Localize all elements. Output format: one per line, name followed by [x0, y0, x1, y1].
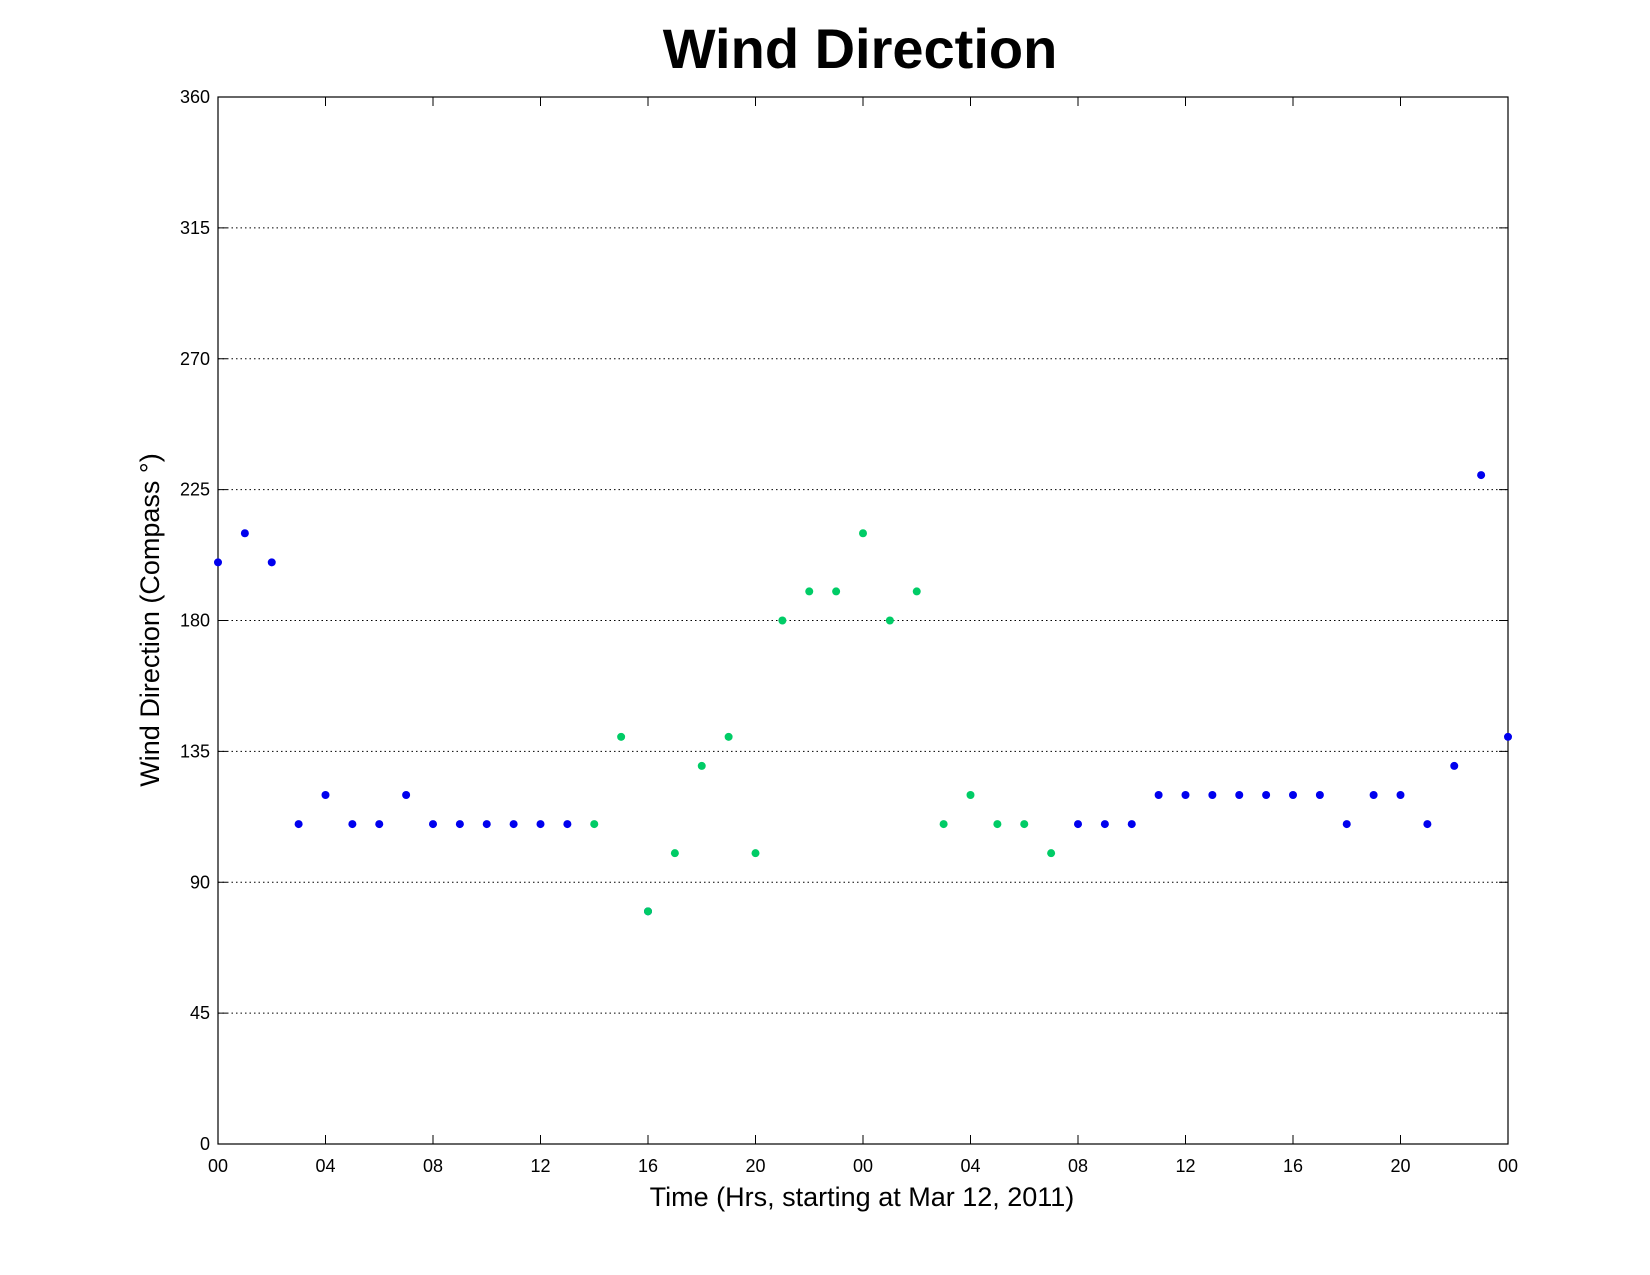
data-point [885, 616, 894, 625]
data-point [1342, 820, 1351, 829]
data-point [214, 558, 222, 567]
data-point [1315, 791, 1324, 799]
y-tick-label: 90 [190, 872, 210, 892]
data-point [1289, 791, 1297, 799]
data-point [1100, 820, 1109, 829]
data-point [455, 820, 464, 829]
data-point [536, 820, 545, 829]
x-tick-label: 16 [638, 1156, 658, 1176]
data-point [1423, 820, 1432, 829]
data-point [482, 820, 491, 829]
x-tick-label: 12 [1175, 1156, 1195, 1176]
data-point [563, 820, 572, 829]
data-point [1450, 761, 1459, 770]
data-point [912, 587, 921, 596]
data-point [993, 820, 1002, 829]
x-tick-label: 08 [1068, 1156, 1088, 1176]
y-tick-label: 360 [180, 87, 210, 107]
y-tick-label: 225 [180, 480, 210, 500]
data-point [429, 820, 437, 829]
data-point [1020, 820, 1029, 829]
x-tick-label: 20 [745, 1156, 765, 1176]
data-point [590, 820, 599, 829]
data-point [751, 849, 760, 858]
x-axis-label: Time (Hrs, starting at Mar 12, 2011) [650, 1182, 1075, 1212]
chart-title: Wind Direction [663, 17, 1058, 80]
data-point [670, 849, 679, 858]
data-point [1181, 791, 1190, 799]
data-point [509, 820, 518, 829]
data-point [859, 529, 867, 538]
data-point [267, 558, 276, 567]
data-point [724, 732, 733, 741]
data-point [1396, 791, 1405, 799]
data-point [375, 820, 384, 829]
data-point [805, 587, 814, 596]
y-tick-label: 0 [200, 1134, 210, 1154]
data-point [832, 587, 841, 596]
data-point [1504, 732, 1512, 741]
axis-ticks: 0 45 90 135 180 225 270 315 360 00 04 08 12 16 20 00 04 0… [180, 87, 1518, 1176]
data-point [1208, 791, 1217, 799]
data-point [321, 791, 330, 799]
y-tick-label: 180 [180, 611, 210, 631]
x-tick-label: 16 [1283, 1156, 1303, 1176]
y-tick-label: 270 [180, 349, 210, 369]
x-tick-label: 00 [1498, 1156, 1518, 1176]
y-tick-label: 315 [180, 218, 210, 238]
y-tick-label: 45 [190, 1003, 210, 1023]
x-tick-label: 04 [960, 1156, 980, 1176]
data-point [939, 820, 948, 829]
data-point [1369, 791, 1378, 799]
data-point [778, 616, 787, 625]
data-point [697, 761, 706, 770]
x-tick-label: 00 [853, 1156, 873, 1176]
x-tick-label: 00 [208, 1156, 228, 1176]
data-point [348, 820, 357, 829]
x-tick-label: 04 [315, 1156, 335, 1176]
data-point [1235, 791, 1244, 799]
data-point [1154, 791, 1163, 799]
data-points [214, 471, 1512, 916]
data-point [644, 907, 652, 916]
grid-lines [218, 227, 1508, 1014]
data-point [1127, 820, 1136, 829]
y-tick-label: 135 [180, 741, 210, 761]
y-axis-label: Wind Direction (Compass °) [135, 453, 165, 786]
x-tick-label: 12 [530, 1156, 550, 1176]
data-point [294, 820, 303, 829]
data-point [1074, 820, 1082, 829]
data-point [1477, 471, 1486, 480]
x-tick-label: 20 [1390, 1156, 1410, 1176]
data-point [966, 791, 975, 799]
x-tick-label: 08 [423, 1156, 443, 1176]
data-point [617, 732, 626, 741]
data-point [1047, 849, 1056, 858]
data-point [1262, 791, 1271, 799]
data-point [402, 791, 411, 799]
data-point [240, 529, 249, 538]
